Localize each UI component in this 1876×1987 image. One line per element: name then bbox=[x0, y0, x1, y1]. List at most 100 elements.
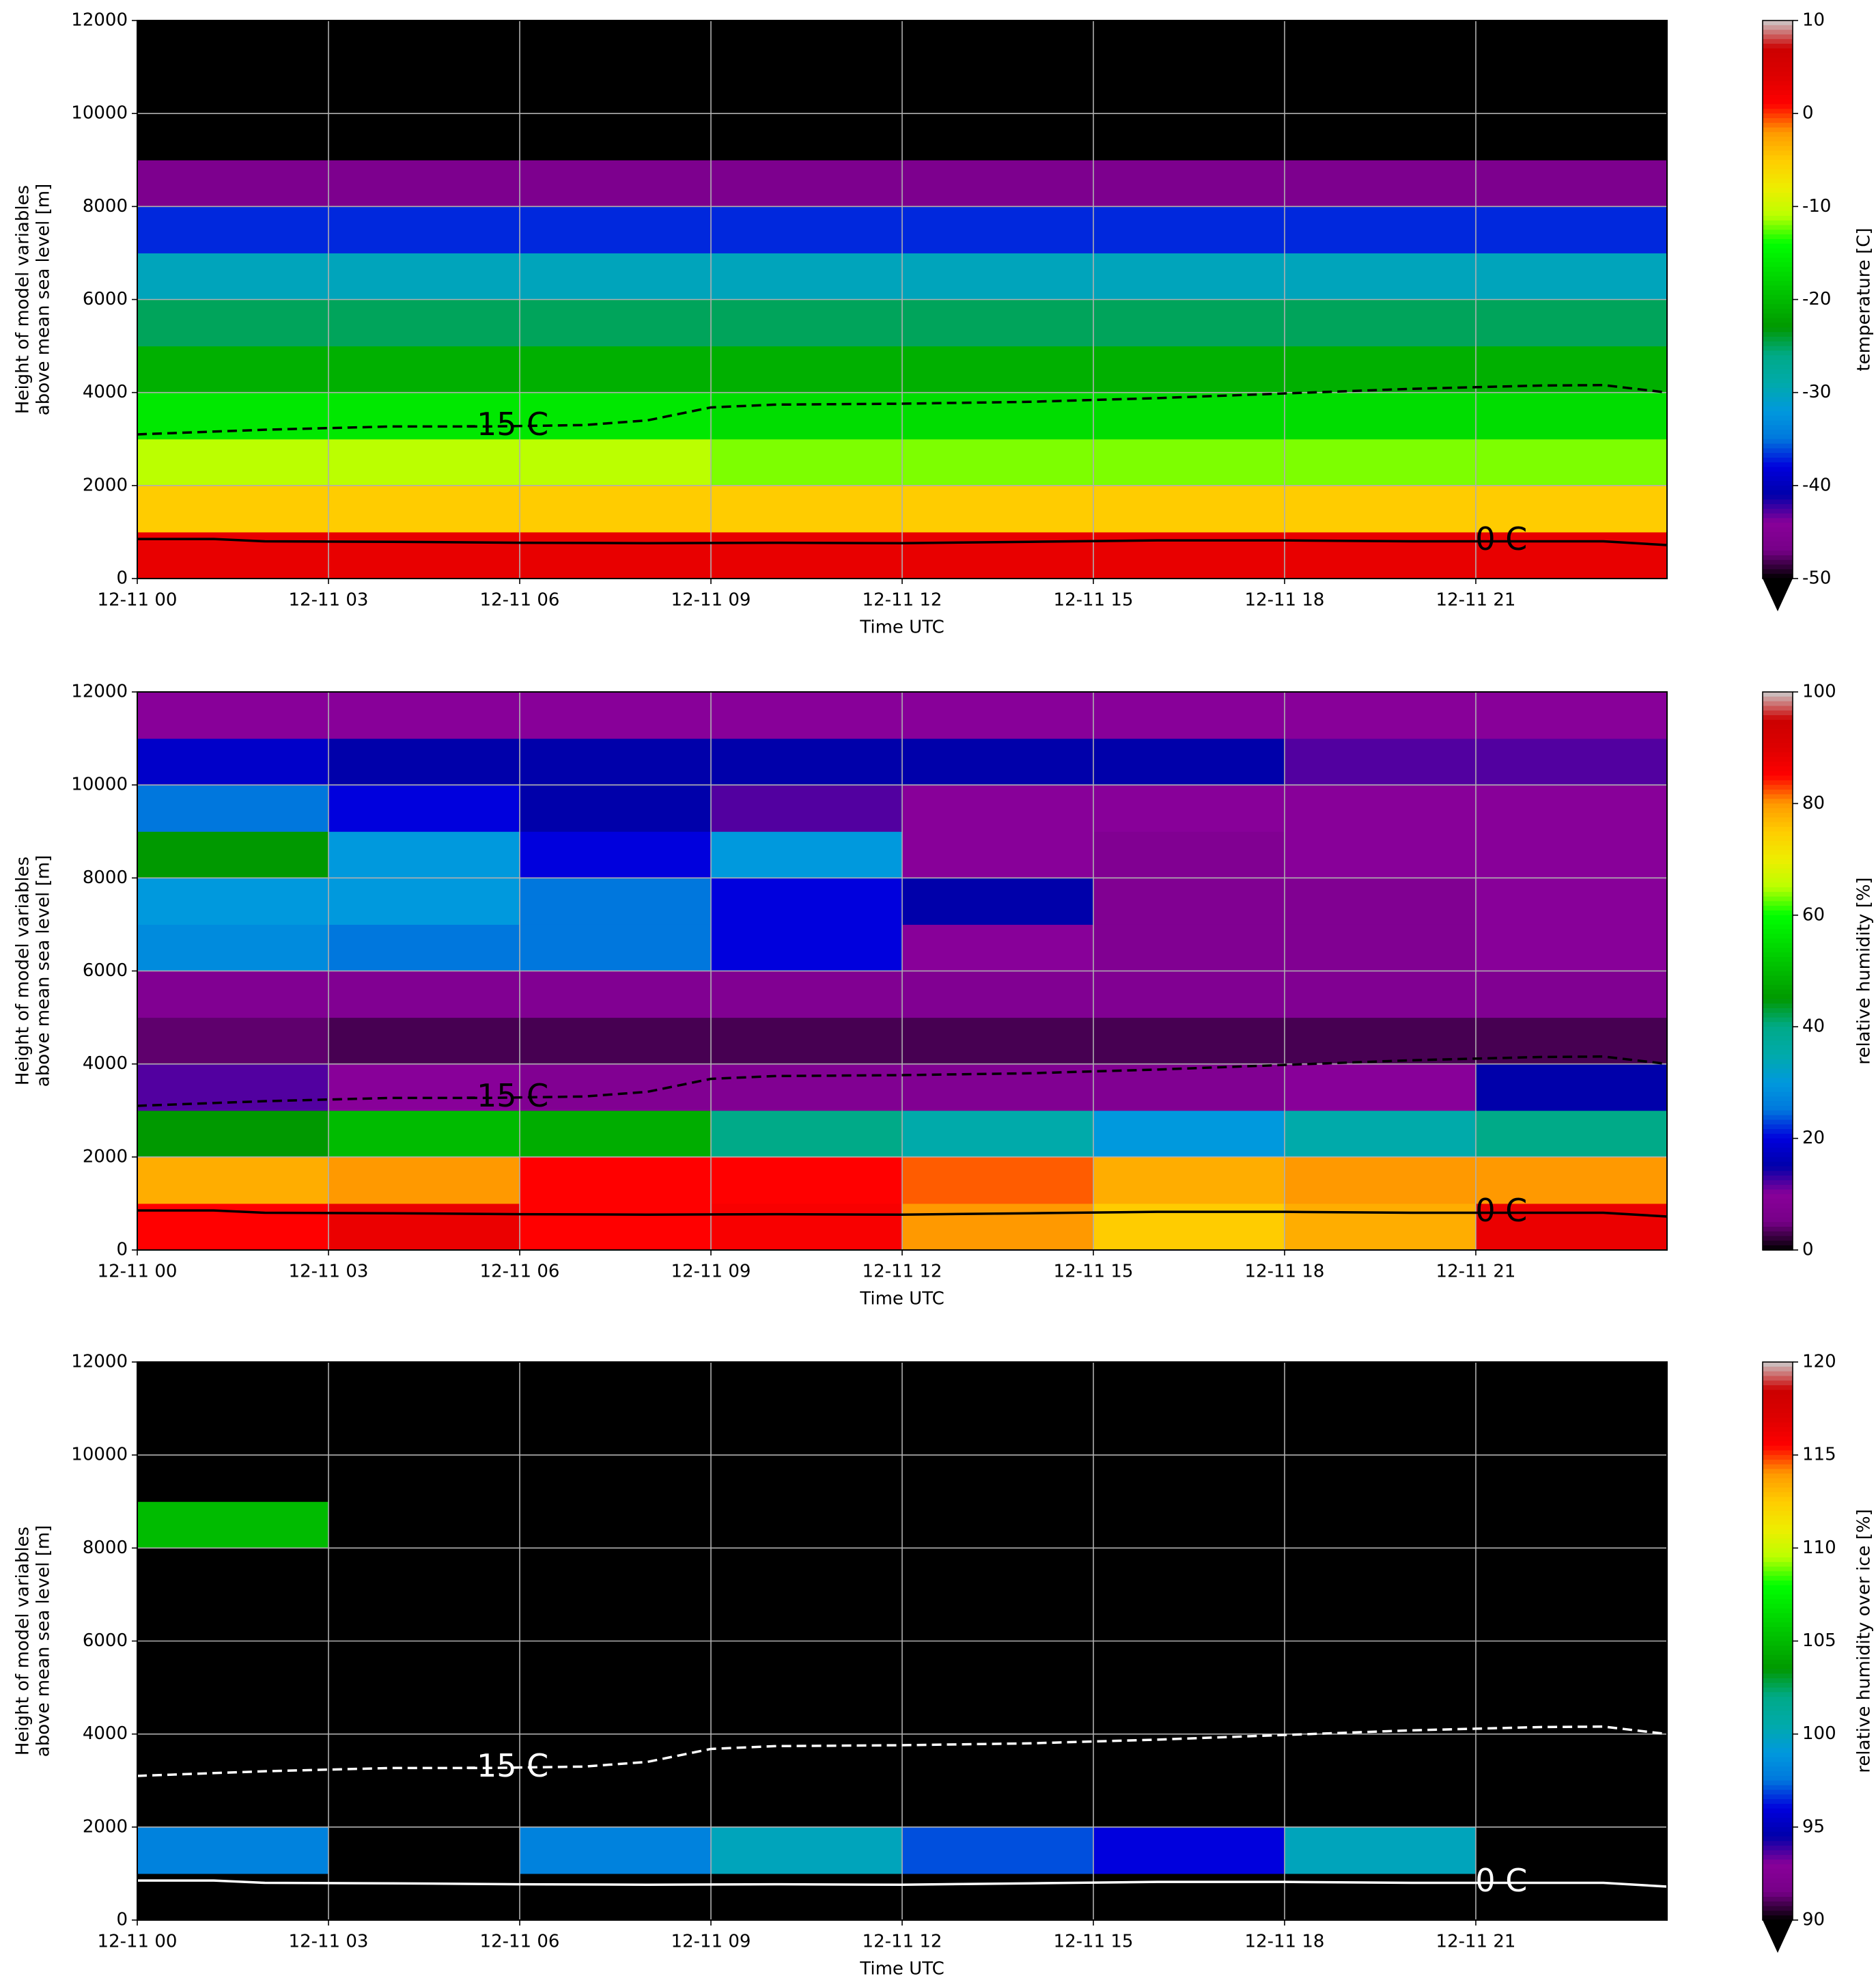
heat-cell bbox=[711, 738, 903, 786]
colorbar-swatch bbox=[1763, 495, 1793, 501]
heat-cell bbox=[1285, 485, 1476, 533]
contour-label: -15 C bbox=[465, 406, 548, 443]
colorbar-swatch bbox=[1763, 1385, 1793, 1391]
colorbar-swatch bbox=[1763, 1231, 1793, 1237]
colorbar-swatch bbox=[1763, 798, 1793, 805]
colorbar-swatch bbox=[1763, 1450, 1793, 1456]
colorbar-swatch bbox=[1763, 29, 1793, 36]
heat-cell bbox=[137, 1110, 329, 1158]
colorbar-swatch bbox=[1763, 178, 1793, 184]
colorbar-swatch bbox=[1763, 350, 1793, 356]
heat-cell bbox=[902, 1734, 1094, 1781]
colorbar-swatch bbox=[1763, 262, 1793, 268]
heat-cell bbox=[137, 1594, 329, 1641]
heat-cell bbox=[1285, 1156, 1476, 1204]
heat-cell bbox=[711, 1455, 903, 1502]
heat-cell bbox=[1285, 253, 1476, 300]
heat-cell bbox=[902, 1064, 1094, 1111]
colorbar-swatch bbox=[1763, 443, 1793, 449]
heat-cell bbox=[902, 924, 1094, 971]
x-tick-label: 12-11 03 bbox=[289, 1262, 369, 1282]
heat-cell bbox=[137, 692, 329, 739]
colorbar-label: relative humidity over ice [%] bbox=[1854, 1509, 1875, 1773]
heat-cell bbox=[328, 392, 520, 440]
x-tick-label: 12-11 21 bbox=[1436, 1932, 1516, 1952]
heat-cell bbox=[1476, 878, 1668, 925]
heat-cell bbox=[137, 831, 329, 878]
heat-cell bbox=[520, 1594, 712, 1641]
y-tick-label: 12000 bbox=[71, 1352, 128, 1372]
colorbar-swatch bbox=[1763, 1101, 1793, 1107]
colorbar-swatch bbox=[1763, 1012, 1793, 1018]
colorbar-swatch bbox=[1763, 369, 1793, 375]
heat-cell bbox=[137, 439, 329, 486]
y-tick-label: 8000 bbox=[83, 867, 128, 888]
heat-cell bbox=[1285, 1873, 1476, 1921]
heat-cell bbox=[711, 831, 903, 878]
colorbar-swatch bbox=[1763, 220, 1793, 226]
colorbar-swatch bbox=[1763, 192, 1793, 198]
colorbar-swatch bbox=[1763, 934, 1793, 939]
heat-cell bbox=[1093, 1110, 1285, 1158]
y-tick-label: 4000 bbox=[83, 1053, 128, 1074]
colorbar-swatch bbox=[1763, 1873, 1793, 1879]
y-tick-label: 0 bbox=[116, 1240, 128, 1260]
colorbar-swatch bbox=[1763, 76, 1793, 82]
heat-cell bbox=[902, 346, 1094, 393]
colorbar-swatch bbox=[1763, 258, 1793, 263]
heat-cell bbox=[1476, 113, 1668, 161]
colorbar-swatch bbox=[1763, 294, 1793, 301]
colorbar-swatch bbox=[1763, 471, 1793, 477]
heat-cell bbox=[1285, 439, 1476, 486]
heat-cell bbox=[1285, 738, 1476, 786]
heat-cell bbox=[1476, 1873, 1668, 1921]
colorbar-swatch bbox=[1763, 67, 1793, 72]
colorbar-swatch bbox=[1763, 1543, 1793, 1549]
heat-cell bbox=[902, 1548, 1094, 1595]
colorbar-swatch bbox=[1763, 169, 1793, 175]
colorbar-swatch bbox=[1763, 822, 1793, 828]
colorbar-swatch bbox=[1763, 775, 1793, 781]
heat-cell bbox=[520, 1501, 712, 1548]
heat-cell bbox=[1285, 1501, 1476, 1548]
heat-cell bbox=[1093, 1594, 1285, 1641]
heat-cell bbox=[1093, 20, 1285, 68]
colorbar-tick-label: 100 bbox=[1802, 1723, 1836, 1744]
colorbar-tick-label: 95 bbox=[1802, 1816, 1825, 1837]
colorbar-label: temperature [C] bbox=[1854, 227, 1875, 371]
colorbar-frame bbox=[1762, 691, 1793, 1251]
heat-cell bbox=[1285, 1780, 1476, 1828]
colorbar-swatch bbox=[1763, 901, 1793, 906]
heat-cell bbox=[1093, 785, 1285, 832]
colorbar-swatch bbox=[1763, 504, 1793, 510]
heat-cell bbox=[328, 67, 520, 114]
colorbar-swatch bbox=[1763, 1064, 1793, 1070]
heat-cell bbox=[328, 485, 520, 533]
colorbar-swatch bbox=[1763, 71, 1793, 77]
colorbar-swatch bbox=[1763, 863, 1793, 870]
colorbar-swatch bbox=[1763, 1417, 1793, 1423]
colorbar-swatch bbox=[1763, 1882, 1793, 1889]
heat-cell bbox=[520, 1780, 712, 1828]
colorbar-swatch bbox=[1763, 104, 1793, 110]
contour-line bbox=[137, 538, 1668, 546]
colorbar-swatch bbox=[1763, 1729, 1793, 1735]
heat-cell bbox=[137, 1641, 329, 1689]
colorbar-swatch bbox=[1763, 1226, 1793, 1232]
colorbar-swatch bbox=[1763, 1766, 1793, 1772]
colorbar-swatch bbox=[1763, 81, 1793, 87]
heat-cell bbox=[711, 1873, 903, 1921]
colorbar-swatch bbox=[1763, 53, 1793, 59]
heat-cell bbox=[1093, 67, 1285, 114]
x-tick-label: 12-11 18 bbox=[1245, 1262, 1325, 1282]
colorbar-swatch bbox=[1763, 1133, 1793, 1139]
colorbar-swatch bbox=[1763, 85, 1793, 91]
colorbar-swatch bbox=[1763, 1008, 1793, 1014]
colorbar-swatch bbox=[1763, 439, 1793, 445]
colorbar-swatch bbox=[1763, 34, 1793, 40]
heat-cell bbox=[137, 924, 329, 971]
heat-cell bbox=[711, 1501, 903, 1548]
heat-cell bbox=[328, 20, 520, 68]
heat-cell bbox=[328, 738, 520, 786]
heat-cell bbox=[1476, 1455, 1668, 1502]
